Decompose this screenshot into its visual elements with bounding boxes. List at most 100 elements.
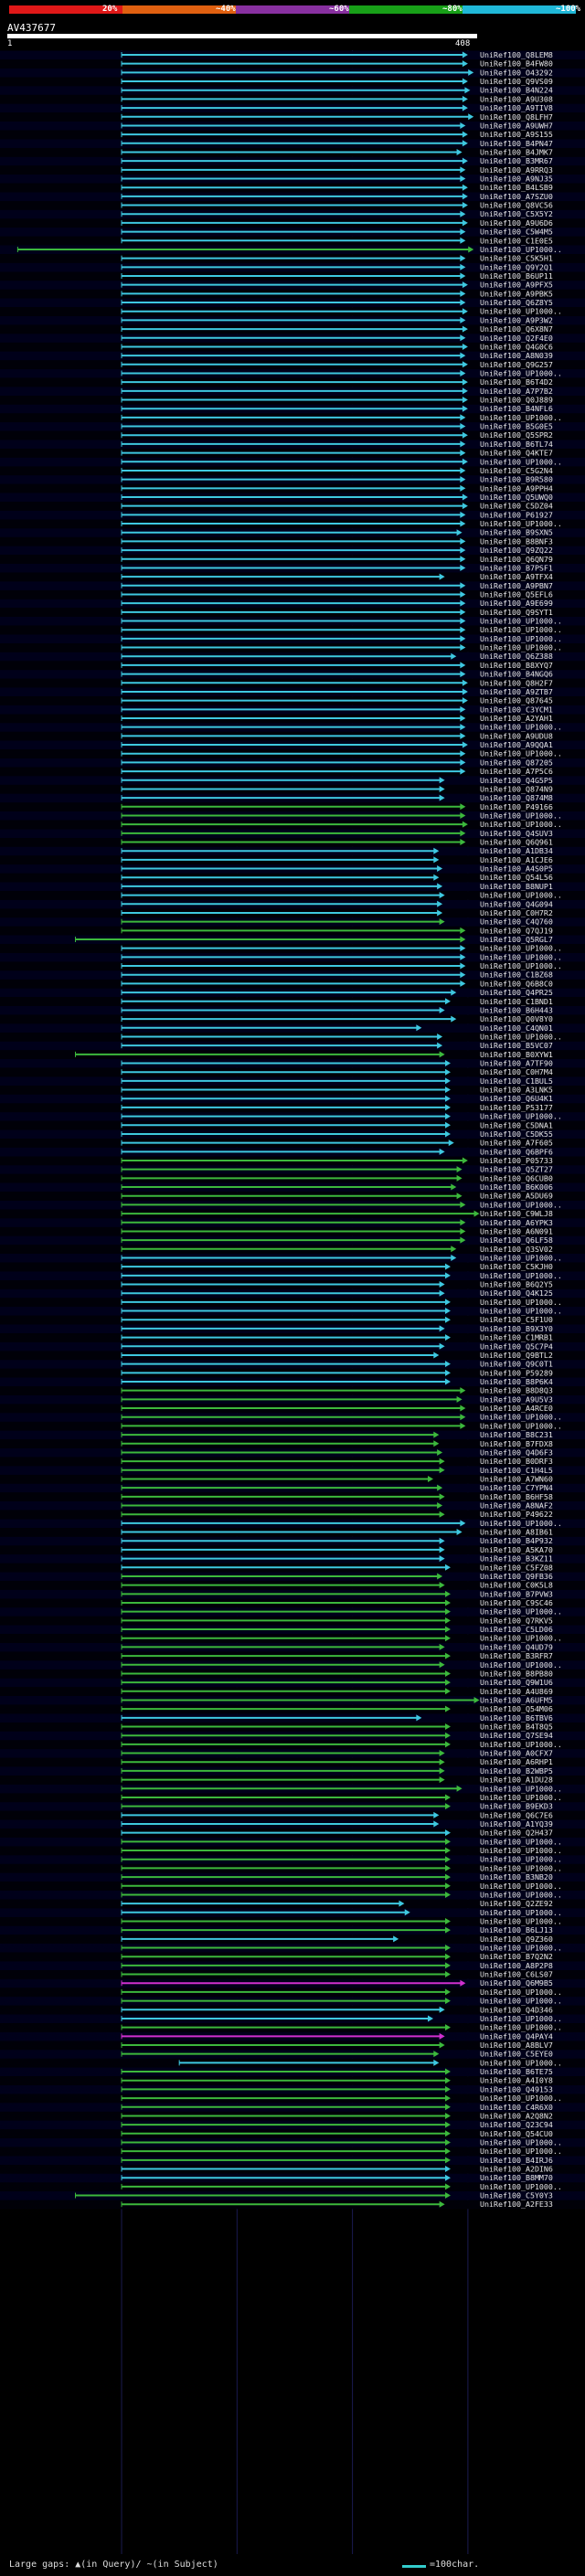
hit-label: UniRef100_C1MRB1	[480, 1333, 553, 1342]
hit-arrowhead	[439, 1458, 445, 1465]
hit-label: UniRef100_UP1000..	[480, 1607, 562, 1617]
hit-label: UniRef100_A7P5C6	[480, 767, 553, 776]
hit-label: UniRef100_Q6CUB0	[480, 1173, 553, 1182]
hit-row: UniRef100_A9TIV8	[0, 103, 585, 113]
hit-row: UniRef100_B7FDX8	[0, 1439, 585, 1448]
hit-label: UniRef100_Q8LEM8	[480, 50, 553, 59]
hit-label: UniRef100_A8NAF2	[480, 1501, 553, 1511]
hit-row: UniRef100_Q7QJ19	[0, 926, 585, 936]
hit-arrowhead	[462, 458, 468, 465]
hit-row: UniRef100_A9NJ35	[0, 175, 585, 184]
hit-label: UniRef100_UP1000..	[480, 2137, 562, 2147]
hit-row: UniRef100_B4FW80	[0, 59, 585, 69]
hit-label: UniRef100_A7F605	[480, 1139, 553, 1148]
hit-label: UniRef100_Q6Z388	[480, 652, 553, 661]
hit-arrowhead	[444, 2183, 451, 2190]
hit-row: UniRef100_Q5EFL6	[0, 589, 585, 599]
hit-row: UniRef100_B0XYW1	[0, 1050, 585, 1060]
hit-arrowhead	[451, 652, 457, 660]
hit-label: UniRef100_B8BNF3	[480, 536, 553, 546]
hit-row: UniRef100_B8D8Q3	[0, 1386, 585, 1395]
hit-label: UniRef100_B9X3Y0	[480, 1324, 553, 1333]
hit-label: UniRef100_UP1000..	[480, 368, 562, 377]
hit-arrowhead	[460, 450, 466, 457]
hit-row: UniRef100_B9R580	[0, 475, 585, 484]
hit-arrowhead	[444, 1998, 451, 2005]
hit-arrowhead	[460, 290, 466, 297]
hit-arrowhead	[444, 1838, 451, 1845]
hit-row: UniRef100_B9SXN5	[0, 528, 585, 537]
hit-arrowhead	[439, 1767, 445, 1775]
hit-row: UniRef100_UP1000..	[0, 2014, 585, 2024]
hit-label: UniRef100_C1BZ68	[480, 970, 553, 980]
hit-arrowhead	[462, 343, 468, 350]
hit-arrowhead	[460, 705, 466, 713]
hit-arrowhead	[433, 2059, 440, 2066]
hit-row: UniRef100_Q6BPF6	[0, 1147, 585, 1157]
hit-row: UniRef100_C5DZ04	[0, 502, 585, 511]
hit-arrowhead	[444, 1962, 451, 1969]
hit-arrowhead	[439, 785, 445, 792]
hit-row: UniRef100_C9SC46	[0, 1598, 585, 1608]
hit-label: UniRef100_A9UWH7	[480, 121, 553, 130]
hit-arrowhead	[444, 1971, 451, 1978]
hit-label: UniRef100_UP1000..	[480, 811, 562, 820]
hit-arrowhead	[460, 316, 466, 323]
hit-label: UniRef100_A4I0Y8	[480, 2076, 553, 2085]
hit-row: UniRef100_C5LD06	[0, 1625, 585, 1635]
hit-row: UniRef100_A9E699	[0, 599, 585, 609]
hit-label: UniRef100_A9U308	[480, 94, 553, 103]
hit-label: UniRef100_Q8LFH7	[480, 112, 553, 122]
hit-label: UniRef100_Q874N9	[480, 784, 553, 793]
hit-arrowhead	[460, 732, 466, 739]
hit-arrowhead	[439, 1555, 445, 1563]
hit-row: UniRef100_UP1000..	[0, 2147, 585, 2157]
hit-row: UniRef100_UP1000..	[0, 1908, 585, 1917]
hit-arrowhead	[444, 1272, 451, 1279]
hit-arrowhead	[462, 361, 468, 368]
hit-row: UniRef100_C1E0E5	[0, 236, 585, 246]
hit-arrowhead	[444, 1847, 451, 1854]
hit-arrowhead	[444, 2138, 451, 2146]
hit-label: UniRef100_Q2ZE92	[480, 1899, 553, 1908]
hit-arrowhead	[444, 1316, 451, 1323]
hit-arrowhead	[439, 892, 445, 899]
hit-label: UniRef100_UP1000..	[480, 245, 562, 254]
scale-legend-text: =100char.	[430, 2560, 480, 2570]
hit-row: UniRef100_C5Y0Y3	[0, 2191, 585, 2200]
hit-arrowhead	[437, 1033, 443, 1040]
hit-label: UniRef100_B4IRJ6	[480, 2156, 553, 2165]
hit-label: UniRef100_C5EYE0	[480, 2050, 553, 2059]
hit-row: UniRef100_A6YPK3	[0, 1218, 585, 1227]
hit-label: UniRef100_A5KA70	[480, 1545, 553, 1554]
hit-label: UniRef100_UP1000..	[480, 307, 562, 316]
hit-label: UniRef100_B8PB80	[480, 1669, 553, 1678]
hit-label: UniRef100_UP1000..	[480, 643, 562, 652]
hit-row: UniRef100_A7P7B2	[0, 387, 585, 397]
hit-label: UniRef100_UP1000..	[480, 1784, 562, 1793]
hit-label: UniRef100_A9U5V3	[480, 1394, 553, 1404]
hit-row: UniRef100_UP1000..	[0, 820, 585, 830]
hit-arrowhead	[444, 1705, 451, 1712]
hit-row: UniRef100_UP1000..	[0, 1421, 585, 1431]
hit-label: UniRef100_Q6QN79	[480, 555, 553, 564]
hit-label: UniRef100_Q5EFL6	[480, 589, 553, 599]
hit-arrowhead	[439, 1467, 445, 1474]
hit-row: UniRef100_Q9FB36	[0, 1572, 585, 1582]
hit-label: UniRef100_Q5ZT27	[480, 1165, 553, 1174]
hit-row: UniRef100_B6HF58	[0, 1492, 585, 1502]
hit-label: UniRef100_A2Q8N2	[480, 2111, 553, 2120]
hit-arrowhead	[460, 626, 466, 633]
hit-row: UniRef100_B4P932	[0, 1536, 585, 1546]
hit-label: UniRef100_Q2H437	[480, 1829, 553, 1838]
hit-arrowhead	[460, 609, 466, 616]
hit-row: UniRef100_UP1000..	[0, 307, 585, 316]
hit-arrowhead	[439, 794, 445, 801]
hit-arrowhead	[460, 511, 466, 518]
hit-arrowhead	[444, 1626, 451, 1633]
hit-label: UniRef100_UP1000..	[480, 1421, 562, 1430]
hit-label: UniRef100_B4FW80	[480, 59, 553, 69]
hit-arrowhead	[460, 803, 466, 811]
hit-arrowhead	[439, 1289, 445, 1297]
hit-row: UniRef100_C4QN01	[0, 1023, 585, 1033]
